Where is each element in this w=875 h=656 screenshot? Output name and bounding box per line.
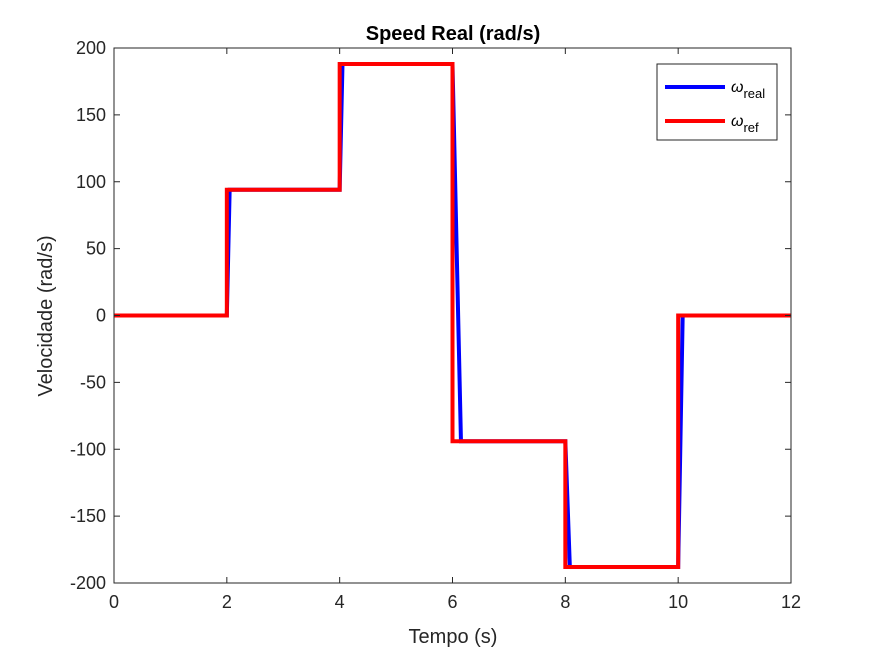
x-tick-label: 0 [109, 592, 119, 612]
x-tick-label: 4 [335, 592, 345, 612]
legend: ωreal ωref [656, 63, 778, 141]
y-tick-label: -200 [70, 573, 106, 593]
y-tick-label: -50 [80, 372, 106, 392]
chart-title: Speed Real (rad/s) [366, 23, 541, 45]
x-tick-label: 10 [668, 592, 688, 612]
series-line-ref [114, 62, 791, 569]
y-tick-label: -150 [70, 506, 106, 526]
series-layer [114, 62, 791, 569]
y-tick-label: 100 [76, 172, 106, 192]
x-tick-label: 6 [447, 592, 457, 612]
legend-label-real: ωreal [731, 79, 765, 101]
legend-box [656, 63, 778, 141]
y-tick-label: 200 [76, 38, 106, 58]
y-tick-label: 150 [76, 105, 106, 125]
x-axis-label: Tempo (s) [409, 626, 498, 648]
x-tick-label: 2 [222, 592, 232, 612]
y-tick-label: -100 [70, 439, 106, 459]
x-tick-label: 12 [781, 592, 801, 612]
legend-label-ref: ωref [731, 113, 759, 135]
ticks-layer: 0 2 4 6 8 10 12 200 150 100 50 0 -50 -100 -150 -200 [70, 38, 801, 612]
y-axis-label: Velocidade (rad/s) [35, 235, 57, 396]
x-tick-label: 8 [560, 592, 570, 612]
y-tick-label: 50 [86, 239, 106, 259]
y-tick-label: 0 [96, 306, 106, 326]
